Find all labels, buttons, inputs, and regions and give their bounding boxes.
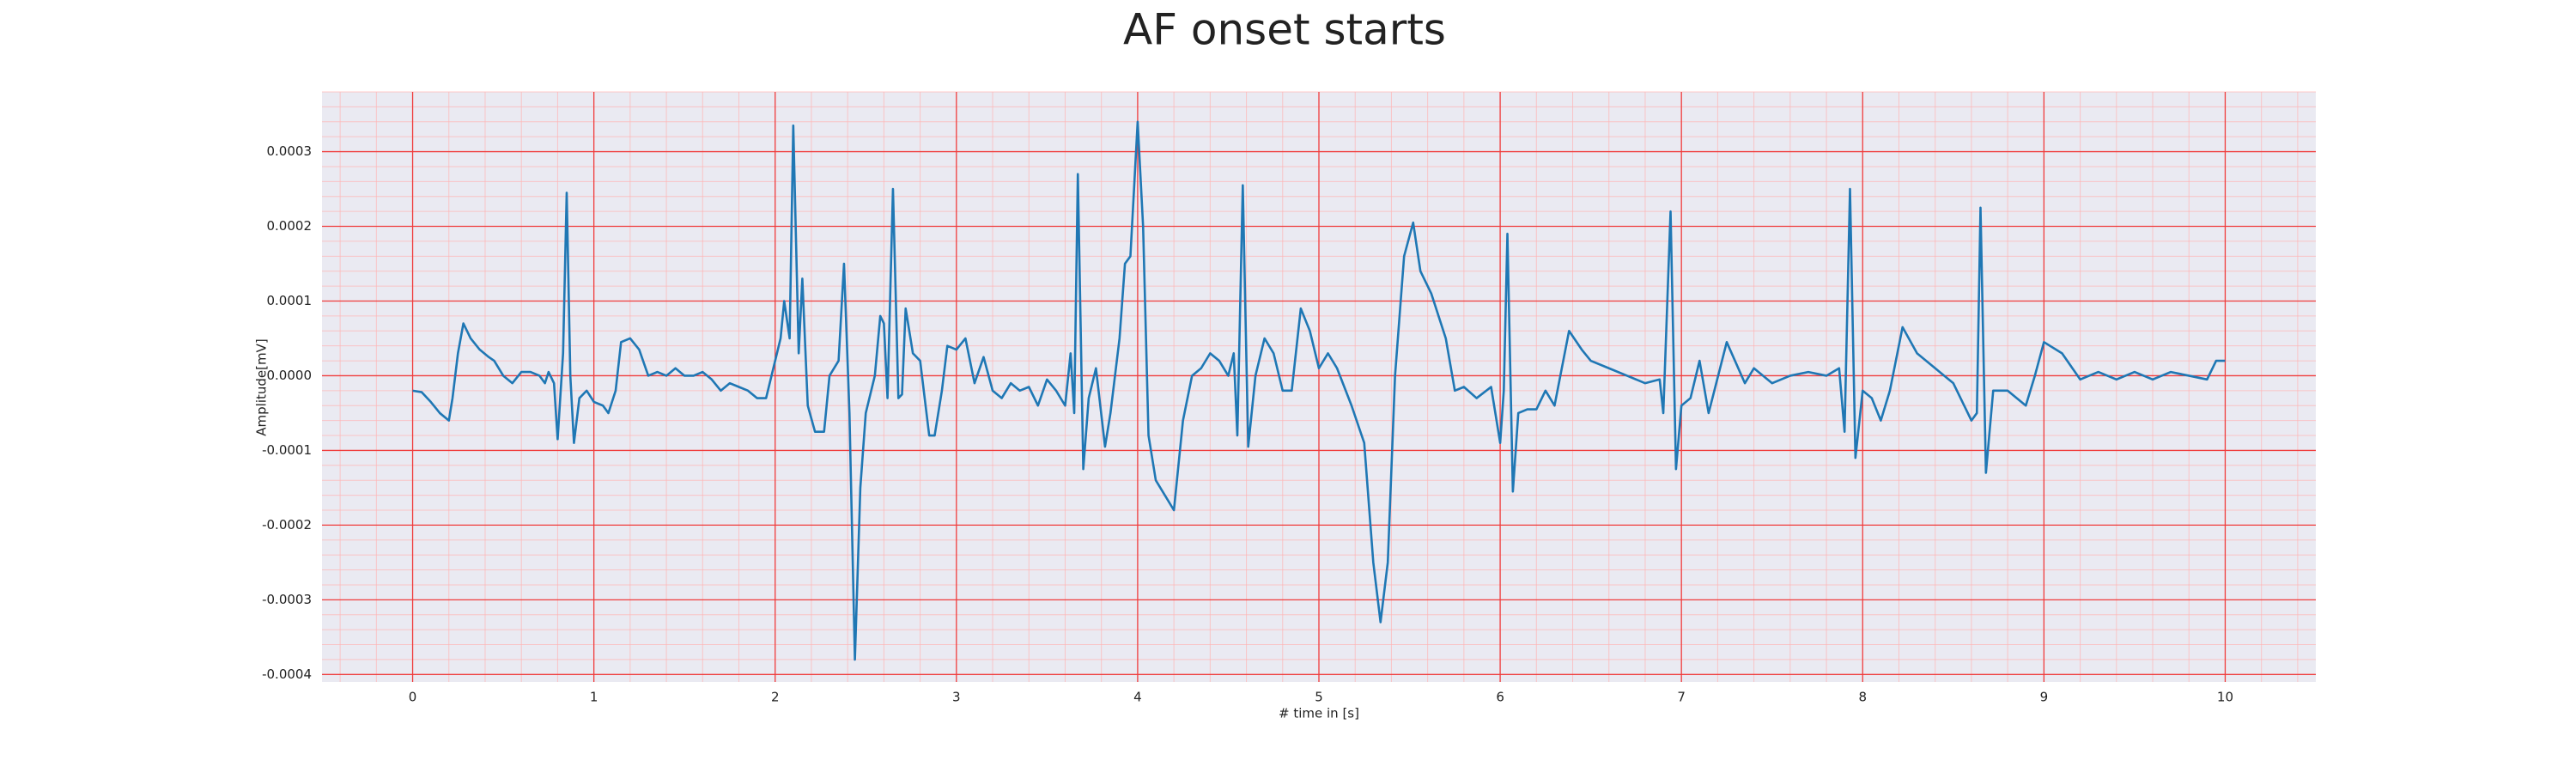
- x-tick-label: 9: [2040, 690, 2049, 705]
- chart-title: AF onset starts: [1123, 5, 1446, 55]
- x-axis-label: # time in [s]: [1279, 706, 1359, 721]
- signal-line: [412, 120, 2226, 661]
- x-tick-label: 4: [1133, 690, 1142, 705]
- y-tick-label: -0.0001: [262, 442, 312, 458]
- x-tick-label: 8: [1858, 690, 1867, 705]
- x-tick-label: 1: [590, 690, 598, 705]
- x-tick-label: 2: [771, 690, 780, 705]
- x-tick-label: 3: [952, 690, 961, 705]
- x-tick-label: 5: [1315, 690, 1323, 705]
- x-tick-label: 7: [1677, 690, 1686, 705]
- x-tick-label: 0: [409, 690, 417, 705]
- y-tick-label: -0.0003: [262, 592, 312, 607]
- y-axis-label: Amplitude[mV]: [254, 338, 270, 435]
- y-tick-label: -0.0004: [262, 666, 312, 682]
- y-tick-label: -0.0002: [262, 517, 312, 533]
- x-tick-label: 10: [2217, 690, 2233, 705]
- x-tick-label: 6: [1496, 690, 1504, 705]
- y-tick-label: 0.0002: [267, 218, 313, 234]
- y-tick-label: 0.0003: [267, 143, 313, 159]
- y-tick-label: 0.0000: [267, 368, 313, 383]
- y-tick-label: 0.0001: [267, 293, 313, 308]
